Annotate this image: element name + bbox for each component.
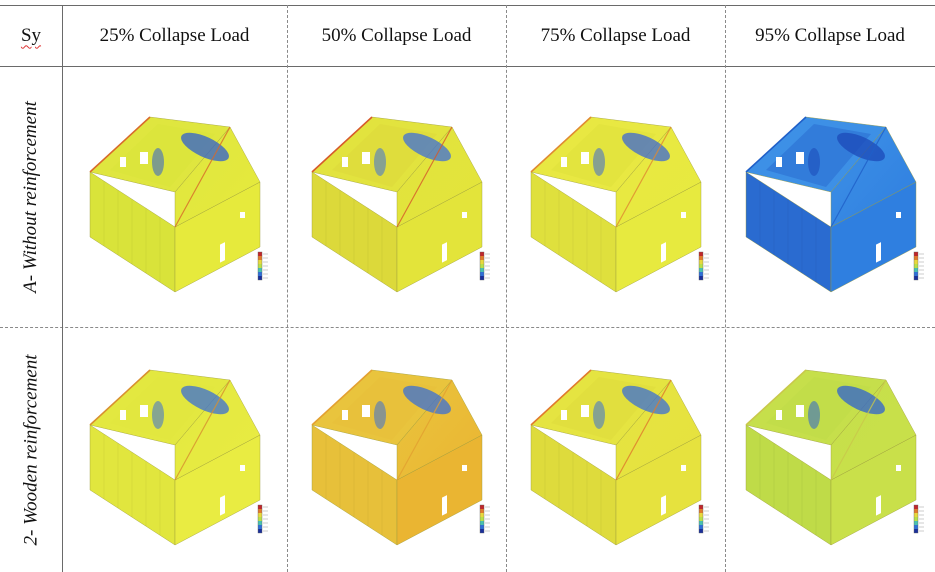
corner-label: Sy xyxy=(20,24,42,46)
header-divider xyxy=(0,66,935,67)
row-label: A- Without reinforcement xyxy=(20,100,41,293)
stress-contour-image xyxy=(507,328,725,572)
stress-contour-image xyxy=(63,67,287,327)
column-divider xyxy=(287,5,288,572)
stress-contour-image xyxy=(288,67,506,327)
row-label: 2- Wooden reinforcement xyxy=(20,353,42,546)
column-divider xyxy=(725,5,726,572)
column-divider xyxy=(506,5,507,572)
stress-contour-image xyxy=(726,328,935,572)
house-model-render xyxy=(311,116,490,293)
house-model-render xyxy=(744,369,924,546)
column-header: 75% Collapse Load xyxy=(540,24,691,46)
stress-contour-image xyxy=(63,328,287,572)
house-model-render xyxy=(89,369,268,546)
house-model-render xyxy=(744,116,924,293)
house-model-render xyxy=(89,116,268,293)
column-header: 25% Collapse Load xyxy=(99,24,250,46)
house-model-render xyxy=(530,116,709,293)
house-model-render xyxy=(311,369,490,546)
stress-contour-image xyxy=(507,67,725,327)
stress-contour-image xyxy=(288,328,506,572)
house-model-render xyxy=(530,369,709,546)
label-column-divider xyxy=(62,5,63,572)
stress-contour-image xyxy=(726,67,935,327)
column-header: 50% Collapse Load xyxy=(321,24,472,46)
row-divider xyxy=(0,327,935,328)
column-header: 95% Collapse Load xyxy=(755,24,905,46)
table-top-border xyxy=(0,5,935,6)
